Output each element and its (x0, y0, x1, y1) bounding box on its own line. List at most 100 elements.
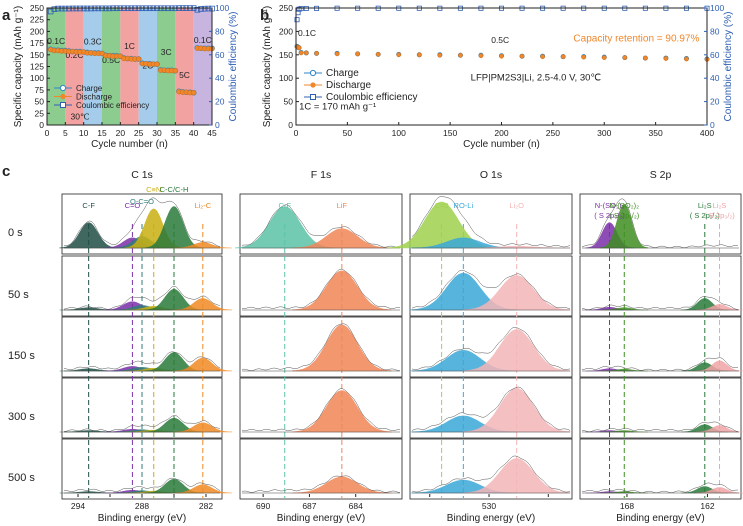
rate-label: 3C (161, 47, 172, 57)
y2-axis-title: Coulombic efficiency (%) (228, 12, 239, 122)
y-tick-label: 175 (30, 38, 44, 48)
ce-point (51, 6, 58, 12)
legend-marker (60, 102, 66, 108)
ce-point (201, 5, 208, 12)
discharge-point (117, 53, 123, 59)
discharge-point (396, 52, 402, 58)
peak-fill (462, 458, 571, 494)
depth-label: 50 s (8, 289, 29, 301)
raw-spectrum (241, 268, 401, 310)
x-tick-label: 250 (546, 128, 560, 138)
peak-fill (173, 298, 233, 311)
spectrum-frame (579, 193, 742, 255)
chart-b: 0 50 100 150 200 250 300 350 4000501001502002500… (262, 3, 734, 150)
x-axis-title: Cycle number (n) (91, 139, 168, 150)
y2-tick-label: 100 (215, 3, 229, 13)
x-axis-title: Binding energy (eV) (447, 513, 535, 524)
rate-label: 1C (124, 41, 135, 51)
discharge-point (601, 55, 607, 60)
raw-spectrum (411, 386, 571, 431)
y-tick-label: 0 (39, 120, 44, 130)
discharge-point (519, 53, 525, 59)
rate-label: 0.5C (102, 55, 120, 65)
spectrum-frame (239, 377, 403, 439)
peak-fill (695, 487, 743, 494)
spectrum-frame (409, 255, 573, 317)
raw-spectrum (241, 204, 400, 248)
rate-band (175, 8, 194, 125)
rate-band (157, 8, 176, 125)
rate-band (193, 8, 212, 125)
legend-label: Discharge (76, 93, 113, 102)
y2-tick-label: 60 (215, 50, 225, 60)
depth-label: 300 s (8, 411, 35, 423)
raw-spectrum (63, 197, 221, 247)
raw-spectrum (63, 351, 221, 370)
x-tick-label: 350 (649, 128, 663, 138)
y-tick-label: 0 (288, 120, 293, 130)
x-tick-label: 0 (45, 128, 50, 138)
x-tick-label: 30 (152, 128, 162, 138)
y-tick-label: 50 (284, 97, 294, 107)
y-tick-label: 75 (35, 85, 45, 95)
peak-label: N-(SO₂)₂ (609, 201, 639, 210)
discharge-point (478, 53, 484, 59)
peak-fill (695, 425, 743, 433)
x-tick-label: 687 (302, 501, 316, 511)
raw-spectrum (63, 285, 221, 310)
x-tick-label: 294 (71, 501, 85, 511)
discharge-point (303, 50, 309, 56)
spectrum-frame (579, 377, 742, 439)
spectrum-frame (579, 316, 742, 378)
x-tick-label: 15 (97, 128, 107, 138)
peak-label: C≡N (146, 185, 161, 194)
panel-label-c: c (2, 163, 10, 180)
x-tick-label: 684 (349, 501, 363, 511)
depth-label: 500 s (8, 472, 35, 484)
temperature-label: 30℃ (70, 111, 89, 121)
peak-fill (292, 228, 392, 249)
rate-band (120, 8, 139, 125)
legend-label: Coulombic efficiency (76, 101, 149, 110)
spectrum-frame (239, 255, 403, 317)
discharge-point (296, 45, 302, 51)
rate-label: 0.3C (84, 37, 102, 47)
x-tick-label: 168 (620, 501, 634, 511)
y-tick-label: 200 (30, 26, 44, 36)
spectrum-frame (409, 193, 573, 255)
column-title: F 1s (311, 169, 331, 181)
ce-point (194, 6, 201, 13)
peak-fill (600, 203, 649, 249)
ce-point (298, 6, 304, 12)
raw-spectrum (63, 415, 221, 432)
discharge-point (191, 90, 197, 96)
raw-spectrum (581, 198, 739, 248)
ce-point (66, 5, 72, 12)
y2-tick-label: 0 (710, 120, 715, 130)
legend-marker (310, 94, 316, 100)
y-tick-label: 50 (35, 97, 45, 107)
raw-spectrum (411, 269, 571, 310)
x-tick-label: 5 (63, 128, 68, 138)
rate-band (102, 8, 121, 125)
discharge-point (560, 54, 566, 60)
discharge-point (684, 56, 689, 62)
y-tick-label: 250 (30, 3, 44, 13)
legend-label: Charge (76, 84, 103, 93)
peak-fill (462, 329, 571, 372)
discharge-point (540, 54, 545, 60)
peak-fill (695, 304, 743, 311)
discharge-point (622, 55, 628, 60)
spectrum-frame (239, 438, 403, 500)
raw-spectrum (411, 327, 571, 370)
x-tick-label: 530 (482, 501, 496, 511)
x-tick-label: 162 (700, 501, 714, 511)
xps-column-s2p: S 2pN-(SO₂)₂( S 2p₃/₂)N-(SO₂)₂( S 2p₁/₂)… (579, 169, 743, 524)
discharge-point (416, 52, 422, 58)
peak-label: N-(SO₂)₂ (595, 201, 625, 210)
spectrum-frame (61, 193, 223, 255)
rate-label-01: 0.1C (298, 28, 316, 38)
discharge-point (314, 51, 319, 56)
y2-tick-label: 20 (215, 97, 225, 107)
y-tick-label: 100 (279, 73, 293, 83)
